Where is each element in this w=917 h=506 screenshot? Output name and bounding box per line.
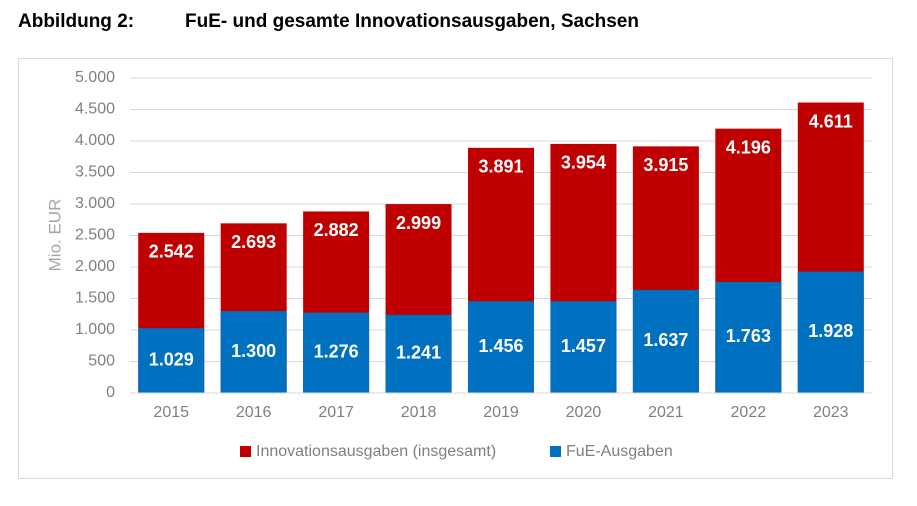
value-label: 3.954 [561, 153, 606, 173]
x-tick-label: 2015 [153, 404, 189, 421]
value-label: 4.611 [809, 111, 853, 131]
x-tick-label: 2018 [401, 404, 437, 421]
x-tick-label: 2022 [731, 404, 767, 421]
value-label: 3.915 [643, 155, 688, 175]
y-tick-label: 1.000 [75, 321, 115, 338]
value-label: 1.637 [643, 330, 688, 350]
value-label: 1.457 [561, 336, 606, 356]
legend-swatch [240, 446, 251, 457]
value-label: 2.693 [231, 232, 276, 252]
x-tick-label: 2016 [236, 404, 272, 421]
bar [138, 328, 205, 393]
y-tick-label: 500 [88, 353, 115, 370]
y-tick-label: 3.500 [75, 164, 115, 181]
legend-label: FuE-Ausgaben [566, 443, 673, 460]
chart-frame [18, 58, 893, 479]
y-tick-label: 3.000 [75, 195, 115, 212]
bar [303, 312, 370, 393]
x-tick-label: 2021 [648, 404, 684, 421]
value-label: 1.456 [478, 336, 523, 356]
value-label: 1.241 [396, 343, 441, 363]
bar [385, 314, 452, 393]
y-tick-label: 1.500 [75, 290, 115, 307]
value-label: 4.196 [726, 137, 771, 157]
x-tick-label: 2019 [483, 404, 519, 421]
bar [468, 301, 534, 393]
legend-swatch [550, 446, 561, 457]
bar [797, 271, 864, 393]
x-tick-label: 2020 [566, 404, 602, 421]
value-label: 1.029 [149, 349, 194, 369]
y-tick-label: 2.000 [75, 258, 115, 275]
value-label: 1.276 [314, 342, 359, 362]
value-label: 2.882 [314, 220, 359, 240]
bar [632, 289, 699, 393]
x-tick-label: 2023 [813, 404, 849, 421]
bar [550, 301, 617, 393]
legend-label: Innovationsausgaben (insgesamt) [256, 443, 496, 460]
y-tick-label: 4.500 [75, 101, 115, 118]
value-label: 3.891 [478, 157, 523, 177]
value-label: 1.763 [726, 326, 771, 346]
y-axis-label: Mio. EUR [45, 199, 64, 272]
chart-title: FuE- und gesamte Innovationsausgaben, Sa… [185, 11, 639, 32]
bar [715, 281, 782, 393]
y-tick-label: 0 [106, 384, 115, 401]
value-label: 2.999 [396, 213, 441, 233]
y-tick-label: 5.000 [75, 69, 115, 86]
figure-label: Abbildung 2: [18, 11, 134, 32]
value-label: 1.928 [808, 321, 853, 341]
y-tick-label: 4.000 [75, 132, 115, 149]
y-tick-label: 2.500 [75, 227, 115, 244]
value-label: 1.300 [231, 341, 276, 361]
x-tick-label: 2017 [318, 404, 354, 421]
bar [220, 311, 287, 393]
value-label: 2.542 [149, 242, 194, 262]
